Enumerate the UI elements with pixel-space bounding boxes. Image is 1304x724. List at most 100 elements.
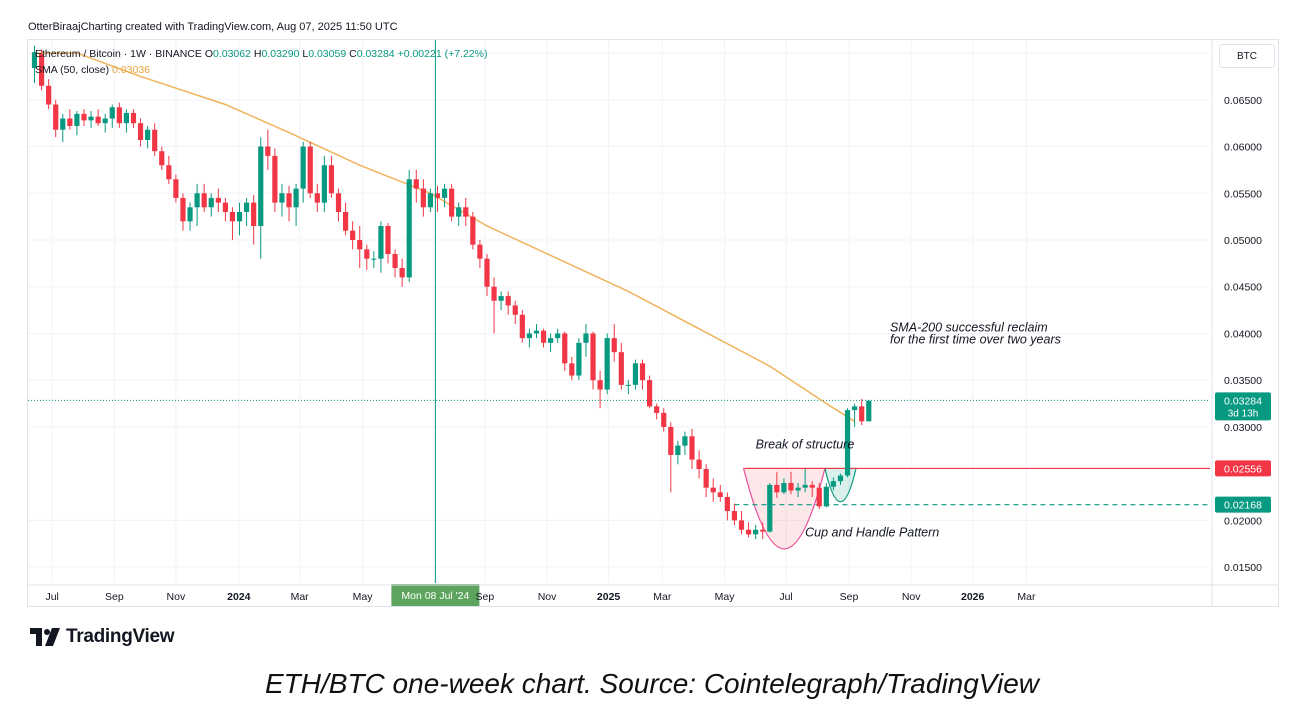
y-tick-label: 0.03000: [1224, 422, 1262, 434]
candle: [512, 300, 518, 325]
candle-body: [130, 112, 137, 124]
candle: [463, 197, 469, 226]
candle: [816, 482, 822, 510]
y-tick-label: 0.05000: [1224, 235, 1262, 247]
low-label: L: [302, 48, 309, 60]
candle: [456, 202, 462, 226]
x-tick-label: Mar: [291, 591, 310, 603]
candle: [53, 99, 59, 138]
candle: [449, 183, 455, 222]
x-tick-label: May: [715, 591, 736, 603]
candle-body: [88, 116, 94, 121]
candle-body: [194, 193, 200, 208]
candle-body: [201, 193, 207, 208]
sma-label[interactable]: SMA (50, close): [35, 64, 110, 76]
candle-body: [760, 529, 766, 532]
candle-body: [597, 380, 603, 390]
x-tick-label: Mar: [653, 591, 672, 603]
candle-body: [526, 333, 532, 339]
candle: [505, 291, 511, 315]
candle: [710, 478, 716, 502]
chart-panel[interactable]: [27, 39, 1279, 607]
candle-body: [102, 118, 108, 124]
symbol-label[interactable]: Ethereum / Bitcoin · 1W · BINANCE: [35, 48, 202, 60]
chart-annotation: Break of structure: [756, 437, 855, 451]
candle: [173, 174, 179, 203]
candle-body: [788, 482, 794, 491]
candle: [307, 141, 313, 198]
candle: [576, 338, 582, 381]
candle: [682, 431, 688, 455]
candle-body: [795, 487, 801, 491]
candle-body: [753, 529, 759, 535]
candle: [215, 188, 221, 212]
candle: [321, 155, 327, 212]
candle: [38, 49, 45, 91]
candle: [774, 471, 780, 498]
candle-body: [392, 254, 398, 269]
candle-body: [187, 207, 193, 222]
candle-body: [314, 193, 320, 203]
candle-body: [710, 487, 716, 493]
candle: [844, 408, 851, 478]
level-lines: [28, 399, 1210, 506]
candle: [590, 331, 596, 390]
candle-body: [484, 258, 490, 287]
candle-body: [774, 484, 780, 493]
candle: [116, 102, 122, 128]
candle: [378, 221, 384, 273]
tradingview-brand[interactable]: TradingView: [30, 626, 175, 648]
candle-body: [265, 146, 271, 156]
candle: [159, 146, 165, 170]
x-tick-label: 2024: [227, 591, 251, 603]
candle: [350, 221, 356, 250]
candle-body: [555, 333, 561, 339]
candle-body: [618, 352, 624, 385]
candle-body: [434, 193, 441, 198]
candle: [236, 202, 243, 236]
price-tag-value: 0.03284: [1224, 395, 1262, 407]
candle: [67, 109, 73, 130]
candle: [265, 129, 271, 170]
candle-body: [745, 529, 752, 535]
candle-body: [38, 54, 45, 86]
candle-body: [399, 268, 405, 278]
tradingview-logo-icon: [30, 628, 60, 646]
y-tick-label: 0.06500: [1224, 95, 1262, 107]
candle-body: [823, 486, 829, 507]
candle: [434, 185, 441, 212]
candle-body: [463, 207, 469, 217]
candle: [371, 251, 377, 269]
candle-body: [668, 426, 674, 455]
chart-annotation: Cup and Handle Pattern: [805, 525, 939, 539]
change-value: +0.00221 (+7.22%): [397, 48, 488, 60]
candle-body: [60, 118, 66, 130]
currency-selector[interactable]: BTC: [1219, 44, 1275, 68]
candle-body: [46, 85, 52, 105]
candle: [385, 223, 391, 264]
candle-body: [590, 333, 596, 381]
candle: [753, 525, 759, 540]
candle: [583, 324, 589, 357]
x-axis: Jul Sep Nov 2024 Mar May Sep Nov 2025 Mar May Jul Se…: [28, 584, 1278, 603]
candle-body: [689, 436, 695, 460]
candle-body: [427, 193, 434, 208]
candle: [837, 473, 844, 485]
candle-body: [279, 193, 285, 203]
candle: [427, 188, 434, 212]
crosshair-date-label: Mon 08 Jul '24: [401, 590, 469, 602]
candle: [809, 481, 815, 498]
candle: [703, 464, 709, 498]
x-tick-label: Sep: [105, 591, 124, 603]
candle-body: [123, 112, 130, 124]
y-tick-label: 0.03500: [1224, 375, 1262, 387]
candle: [696, 450, 702, 479]
x-tick-label: Nov: [538, 591, 557, 603]
level-tag: [1215, 460, 1271, 477]
sma-row: SMA (50, close) 0.03036: [35, 62, 487, 78]
candle: [137, 118, 144, 147]
candle: [399, 258, 405, 287]
candle-body: [498, 296, 504, 301]
